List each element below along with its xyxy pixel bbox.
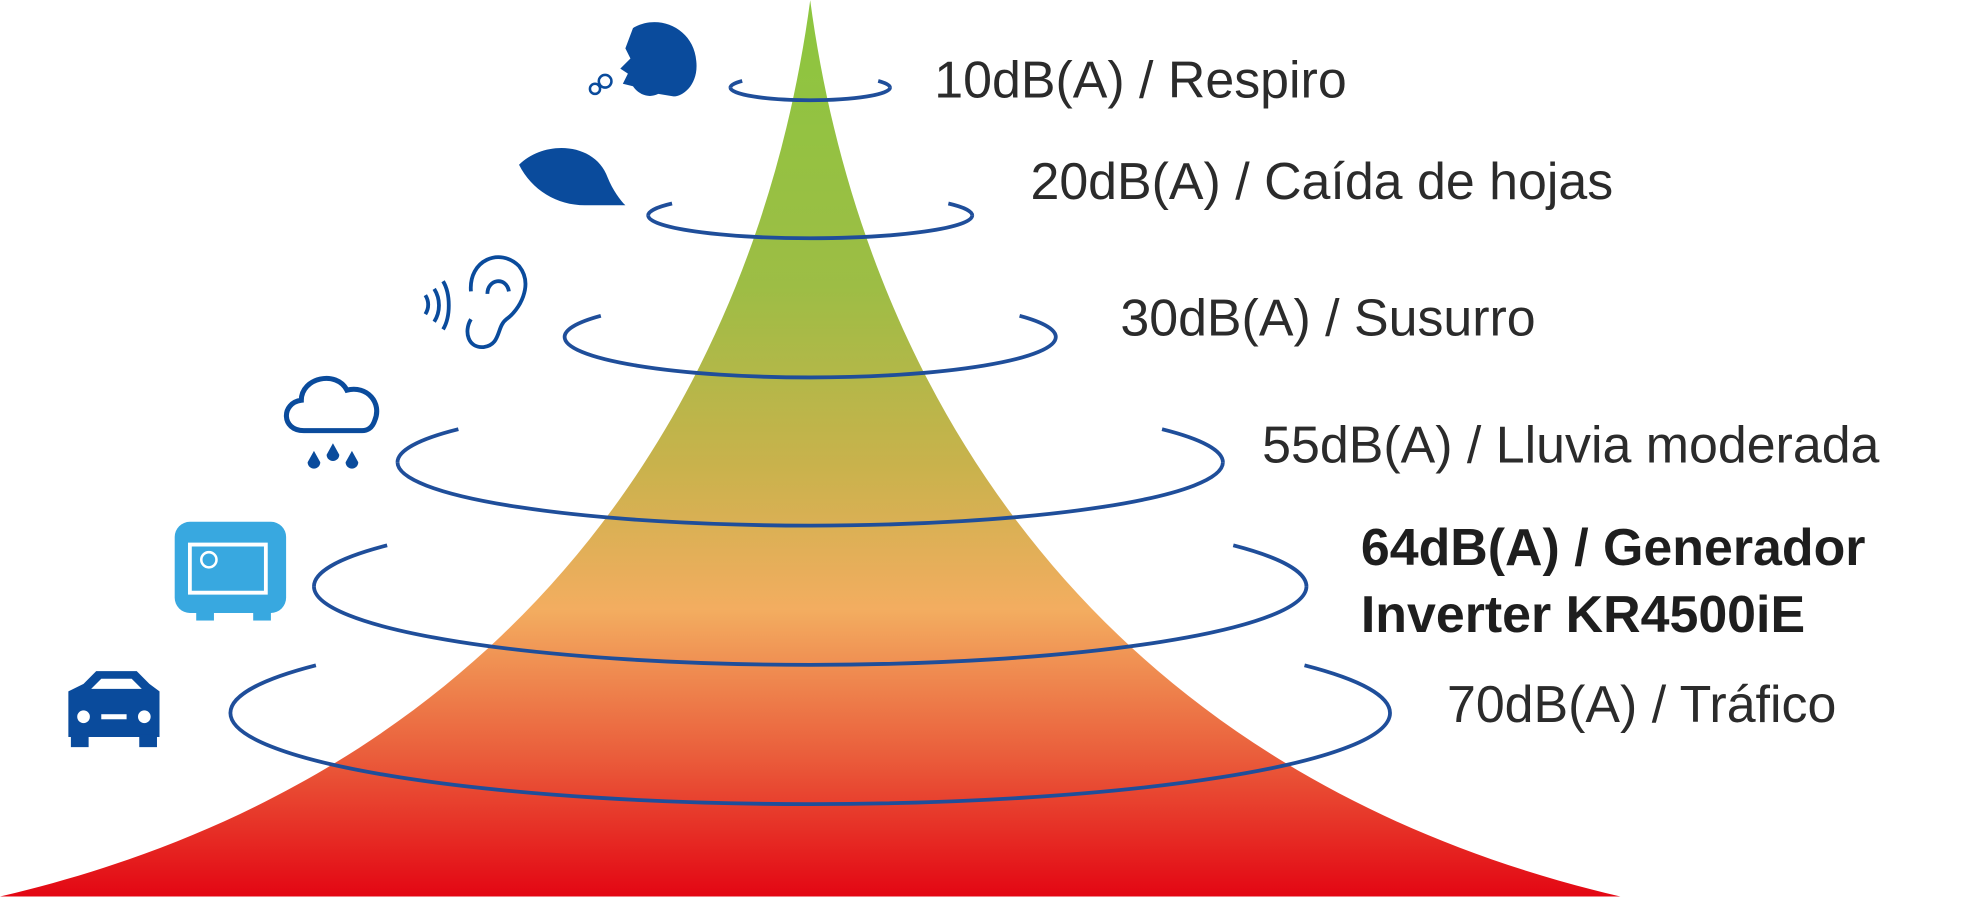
- sound-ring: [228, 712, 1392, 806]
- sound-ring: [646, 201, 673, 216]
- sound-cone: [0, 0, 1621, 897]
- sound-ring: [1304, 663, 1392, 714]
- sound-ring: [728, 87, 892, 103]
- sound-ring: [947, 201, 975, 216]
- sound-ring: [562, 313, 602, 338]
- ear-icon: [423, 255, 528, 349]
- leaf-icon: [519, 147, 626, 206]
- sound-ring: [646, 215, 975, 241]
- sound-ring: [312, 586, 1309, 667]
- sound-ring: [1019, 313, 1058, 338]
- sound-ring: [228, 663, 317, 714]
- rain-icon: [283, 375, 380, 469]
- level-label: 64dB(A) / Generador: [1361, 518, 1866, 576]
- level-label: Inverter KR4500iE: [1361, 585, 1805, 643]
- sound-ring: [1232, 543, 1309, 587]
- sound-ring: [1161, 427, 1225, 463]
- ring-backs: [228, 79, 1392, 714]
- breath-icon: [588, 22, 697, 97]
- level-label: 30dB(A) / Susurro: [1120, 289, 1535, 347]
- sound-ring: [728, 79, 743, 89]
- generator-icon: [174, 521, 287, 621]
- sound-ring: [395, 462, 1225, 528]
- sound-ring: [312, 543, 388, 587]
- ring-fronts: [228, 87, 1392, 806]
- sound-ring: [395, 427, 459, 463]
- car-icon: [68, 671, 160, 748]
- level-label: 55dB(A) / Lluvia moderada: [1262, 415, 1879, 473]
- level-label: 20dB(A) / Caída de hojas: [1030, 152, 1613, 210]
- sound-ring: [877, 79, 892, 89]
- level-label: 70dB(A) / Tráfico: [1447, 675, 1836, 733]
- level-label: 10dB(A) / Respiro: [934, 51, 1346, 109]
- sound-ring: [562, 336, 1058, 380]
